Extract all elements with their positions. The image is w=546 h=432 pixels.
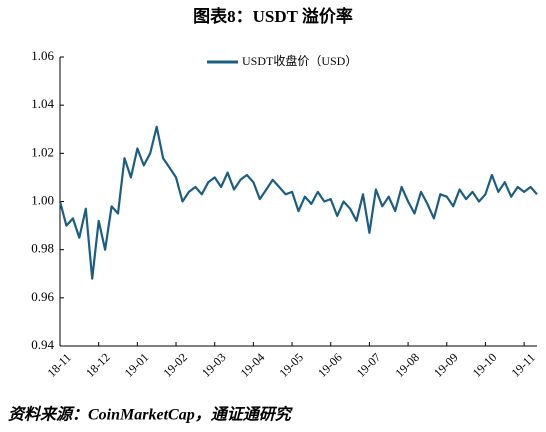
y-tick-label: 1.02 [31,144,54,159]
y-tick-label: 0.96 [31,289,54,304]
x-tick-label: 19-06 [315,350,345,380]
x-tick-label: 19-10 [470,350,500,380]
chart-title: 图表8：USDT 溢价率 [193,6,353,26]
x-tick-label: 19-03 [199,350,229,380]
x-tick-label: 19-04 [238,350,268,380]
source-note: 资料来源：CoinMarketCap，通证通研究 [8,406,294,424]
x-tick-label: 19-09 [431,350,461,380]
legend-label: USDT收盘价（USD） [242,53,357,68]
data-line [58,125,538,280]
y-tick-label: 1.00 [31,192,54,207]
x-tick-label: 19-05 [276,350,306,380]
x-tick-label: 18-11 [44,350,73,379]
x-tick-label: 19-07 [354,350,384,380]
x-tick-label: 18-12 [83,350,113,380]
y-tick-label: 0.94 [31,337,54,352]
y-tick-label: 0.98 [31,241,54,256]
x-tick-label: 19-08 [392,350,422,380]
x-tick-label: 19-02 [160,350,190,380]
x-tick-label: 19-01 [122,350,152,380]
y-tick-label: 1.04 [31,96,54,111]
x-tick-label: 19-11 [509,350,538,379]
y-tick-label: 1.06 [31,48,54,63]
